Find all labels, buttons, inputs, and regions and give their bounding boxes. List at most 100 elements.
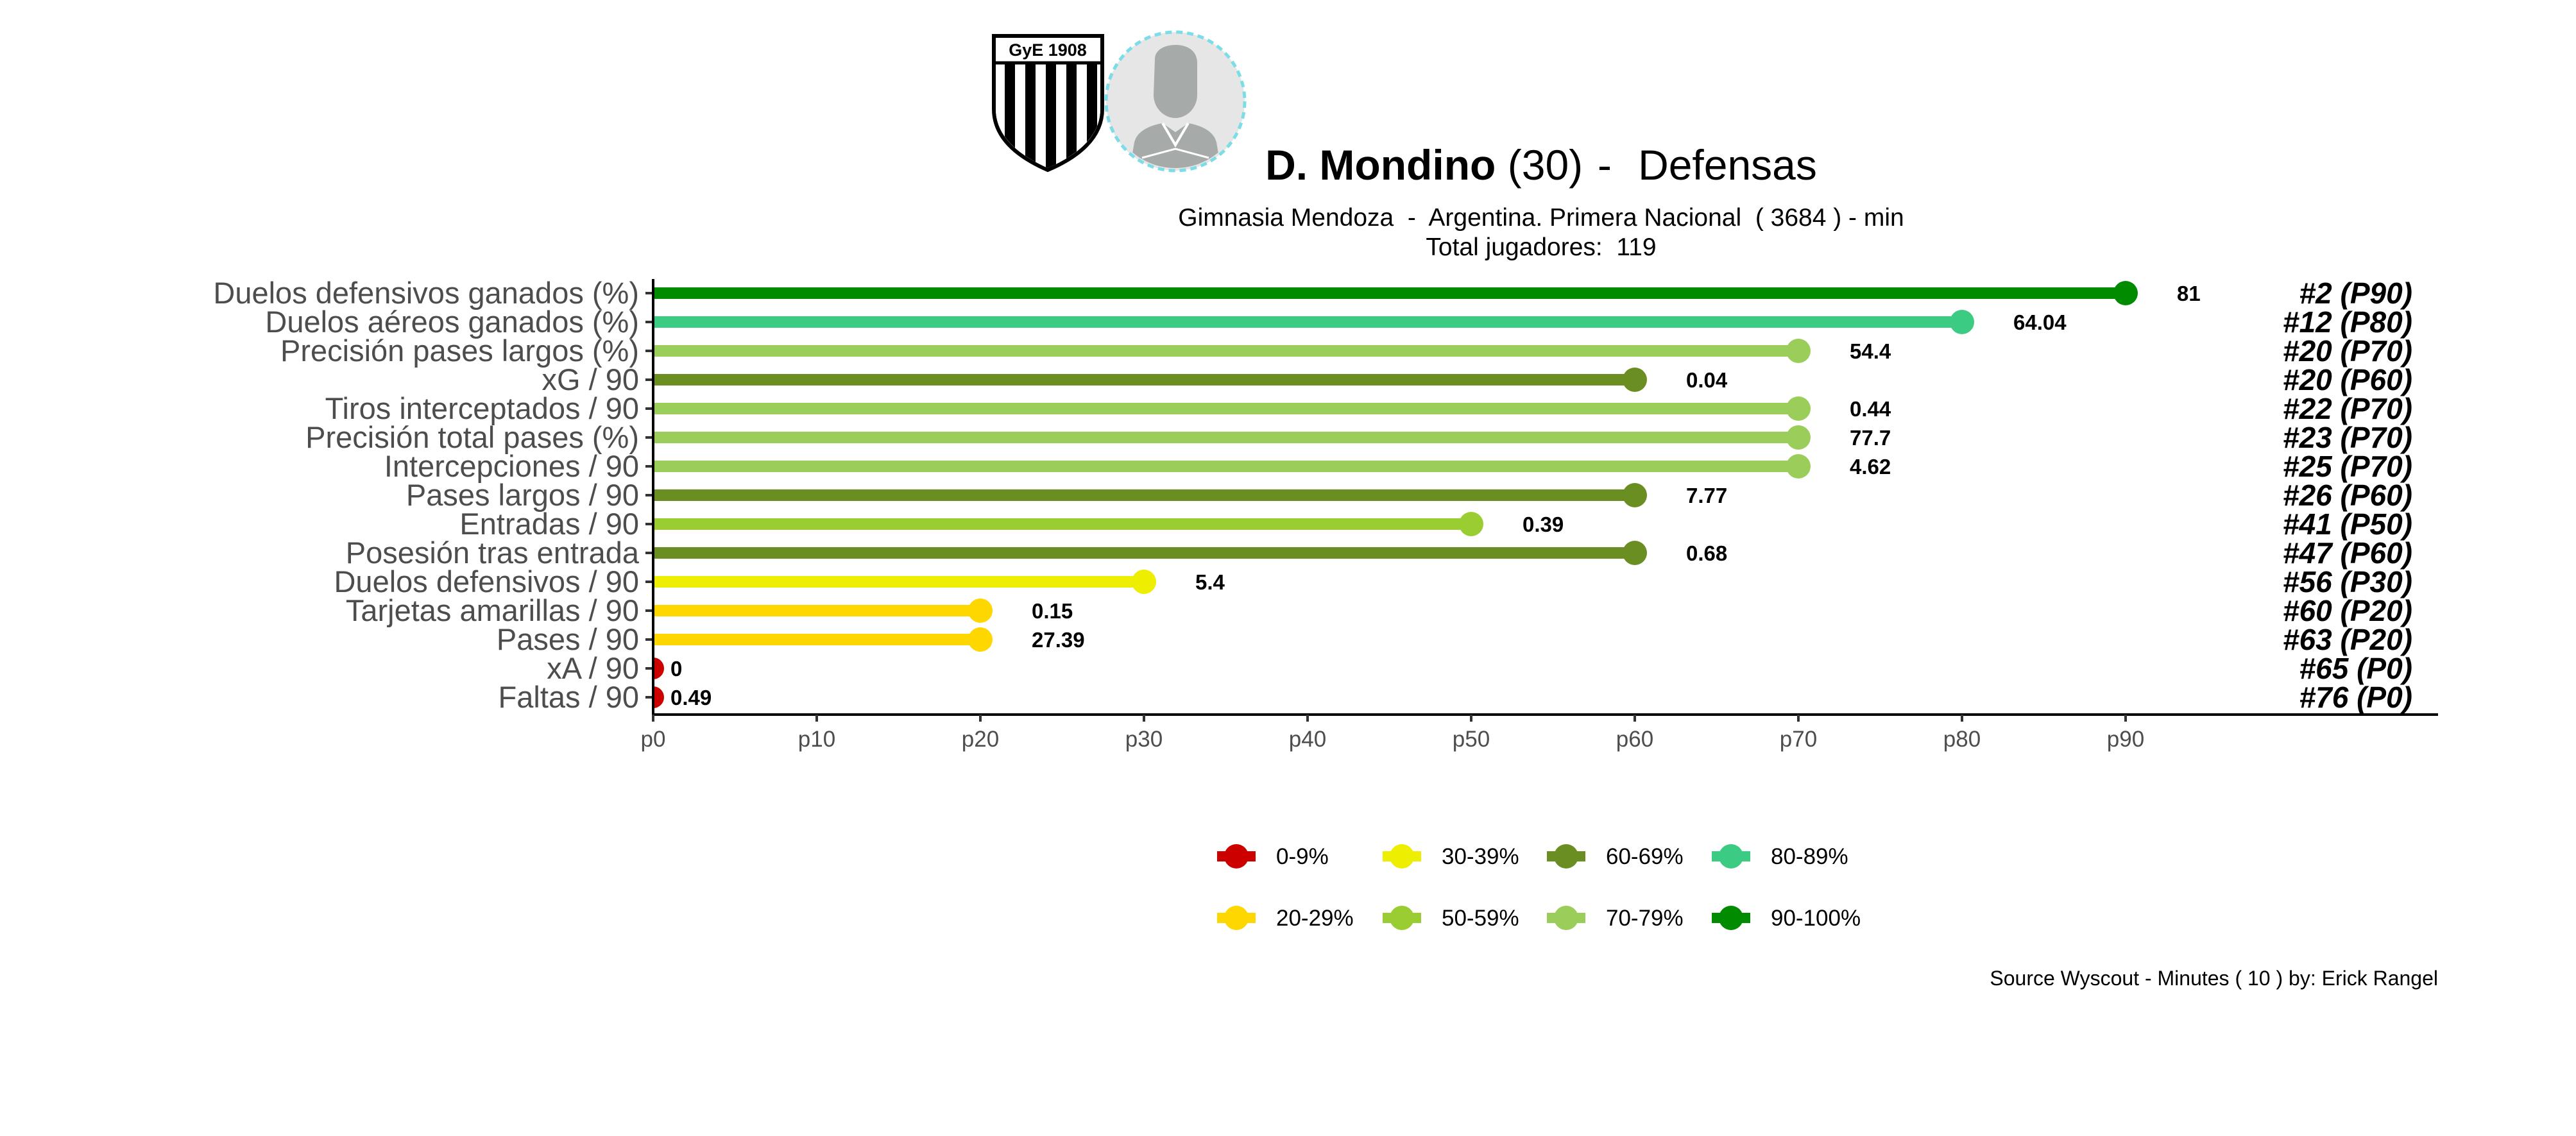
value-label-7: 7.77 (1686, 484, 1727, 507)
rank-label-8: #41 (P50) (2283, 507, 2412, 541)
value-label-10: 5.4 (1195, 570, 1225, 594)
title-separator: - (1586, 141, 1635, 189)
point-2 (1786, 339, 1811, 363)
value-label-6: 4.62 (1850, 455, 1891, 479)
club-crest-icon: GyE 1908 (992, 34, 1104, 173)
legend-label-6: 80-89% (1771, 844, 1848, 869)
point-14 (653, 686, 664, 708)
legend-dot-7 (1719, 906, 1743, 930)
point-7 (1623, 483, 1647, 507)
rank-label-2: #20 (P70) (2283, 334, 2412, 368)
point-13 (653, 657, 664, 679)
rank-label-5: #23 (P70) (2283, 421, 2412, 454)
category-label-13: xA / 90 (547, 651, 639, 685)
x-tick-label-3: p30 (1125, 727, 1163, 752)
rank-label-7: #26 (P60) (2283, 479, 2412, 512)
category-label-12: Pases / 90 (497, 622, 639, 656)
category-label-1: Duelos aéreos ganados (%) (265, 305, 639, 339)
legend-label-2: 30-39% (1442, 844, 1519, 869)
x-tick-label-2: p20 (962, 727, 999, 752)
value-label-14: 0.49 (670, 686, 712, 709)
value-label-0: 81 (2177, 282, 2201, 305)
category-label-5: Precisión total pases (%) (305, 420, 639, 454)
point-10 (1132, 570, 1156, 594)
value-label-5: 77.7 (1850, 426, 1891, 450)
rank-label-11: #60 (P20) (2283, 594, 2412, 627)
bars-layer: 81 64.04 54.4 0.04 0.44 77.7 4.62 7.77 0.39 0.68 5… (653, 281, 2201, 709)
value-label-11: 0.15 (1032, 599, 1073, 623)
x-tick-label-7: p70 (1780, 727, 1817, 752)
x-tick-label-6: p60 (1616, 727, 1653, 752)
point-1 (1950, 310, 1974, 334)
legend-label-4: 60-69% (1606, 844, 1684, 869)
value-label-2: 54.4 (1850, 339, 1891, 363)
x-tick-label-1: p10 (798, 727, 835, 752)
legend: 0-9% 20-29% 30-39% 50-59% 60-69% 70-79% 80-89%… (1217, 844, 1861, 931)
legend-item-5: 70-79% (1547, 906, 1684, 931)
value-label-12: 27.39 (1032, 628, 1085, 652)
total-players: Total jugadores: 119 (1426, 233, 1656, 261)
category-labels: Duelos defensivos ganados (%)Duelos aére… (213, 276, 653, 714)
rank-label-1: #12 (P80) (2283, 305, 2412, 339)
x-tick-label-4: p40 (1289, 727, 1326, 752)
player-name: D. Mondino (1265, 141, 1496, 189)
point-9 (1623, 541, 1647, 565)
legend-item-2: 30-39% (1383, 844, 1519, 869)
point-4 (1786, 396, 1811, 421)
value-label-13: 0 (670, 657, 682, 681)
legend-dot-4 (1554, 844, 1578, 869)
category-label-14: Faltas / 90 (499, 680, 639, 714)
legend-label-1: 20-29% (1276, 906, 1354, 931)
category-label-4: Tiros interceptados / 90 (325, 391, 639, 425)
legend-dot-1 (1224, 906, 1249, 930)
category-label-3: xG / 90 (542, 362, 639, 396)
legend-item-7: 90-100% (1712, 906, 1861, 931)
legend-dot-5 (1554, 906, 1578, 930)
rank-label-6: #25 (P70) (2283, 450, 2412, 483)
player-title: D. Mondino (30) - Defensas (1265, 141, 1817, 189)
category-label-0: Duelos defensivos ganados (%) (213, 276, 639, 310)
rank-label-9: #47 (P60) (2283, 536, 2412, 570)
rank-label-13: #65 (P0) (2299, 652, 2412, 685)
category-label-9: Posesión tras entrada (346, 536, 640, 570)
value-label-3: 0.04 (1686, 368, 1728, 392)
point-5 (1786, 425, 1811, 450)
point-12 (968, 627, 993, 652)
rank-label-14: #76 (P0) (2299, 681, 2412, 714)
category-label-8: Entradas / 90 (459, 507, 639, 541)
legend-item-0: 0-9% (1217, 844, 1329, 869)
legend-item-3: 50-59% (1383, 906, 1519, 931)
value-label-9: 0.68 (1686, 541, 1727, 565)
rank-label-10: #56 (P30) (2283, 565, 2412, 598)
x-axis: p0 p10 p20 p30 p40 p50 p60 p70 p80 p90 (641, 279, 2438, 752)
rank-label-0: #2 (P90) (2299, 276, 2412, 310)
category-label-10: Duelos defensivos / 90 (334, 564, 639, 598)
x-tick-label-5: p50 (1453, 727, 1490, 752)
point-11 (968, 598, 993, 623)
source-caption: Source Wyscout - Minutes ( 10 ) by: Eric… (1990, 967, 2438, 990)
value-label-4: 0.44 (1850, 397, 1891, 421)
legend-label-3: 50-59% (1442, 906, 1519, 931)
crest-text: GyE 1908 (1009, 40, 1087, 60)
legend-label-5: 70-79% (1606, 906, 1684, 931)
player-position: Defensas (1638, 141, 1817, 189)
team-line: Gimnasia Mendoza - Argentina. Primera Na… (1178, 204, 1904, 232)
player-silhouette-icon (1104, 30, 1247, 173)
category-label-11: Tarjetas amarillas / 90 (346, 593, 639, 627)
category-label-7: Pases largos / 90 (406, 478, 639, 512)
legend-item-1: 20-29% (1217, 906, 1354, 931)
value-label-8: 0.39 (1523, 513, 1564, 536)
x-tick-label-8: p80 (1943, 727, 1981, 752)
legend-dot-6 (1719, 844, 1743, 869)
legend-dot-2 (1390, 844, 1414, 869)
point-3 (1623, 368, 1647, 392)
legend-dot-3 (1390, 906, 1414, 930)
player-age: (30) (1508, 141, 1583, 189)
legend-label-0: 0-9% (1276, 844, 1329, 869)
point-8 (1459, 512, 1483, 536)
rank-label-3: #20 (P60) (2283, 363, 2412, 396)
point-0 (2113, 281, 2138, 305)
rank-label-12: #63 (P20) (2283, 623, 2412, 656)
x-tick-label-0: p0 (641, 727, 666, 752)
